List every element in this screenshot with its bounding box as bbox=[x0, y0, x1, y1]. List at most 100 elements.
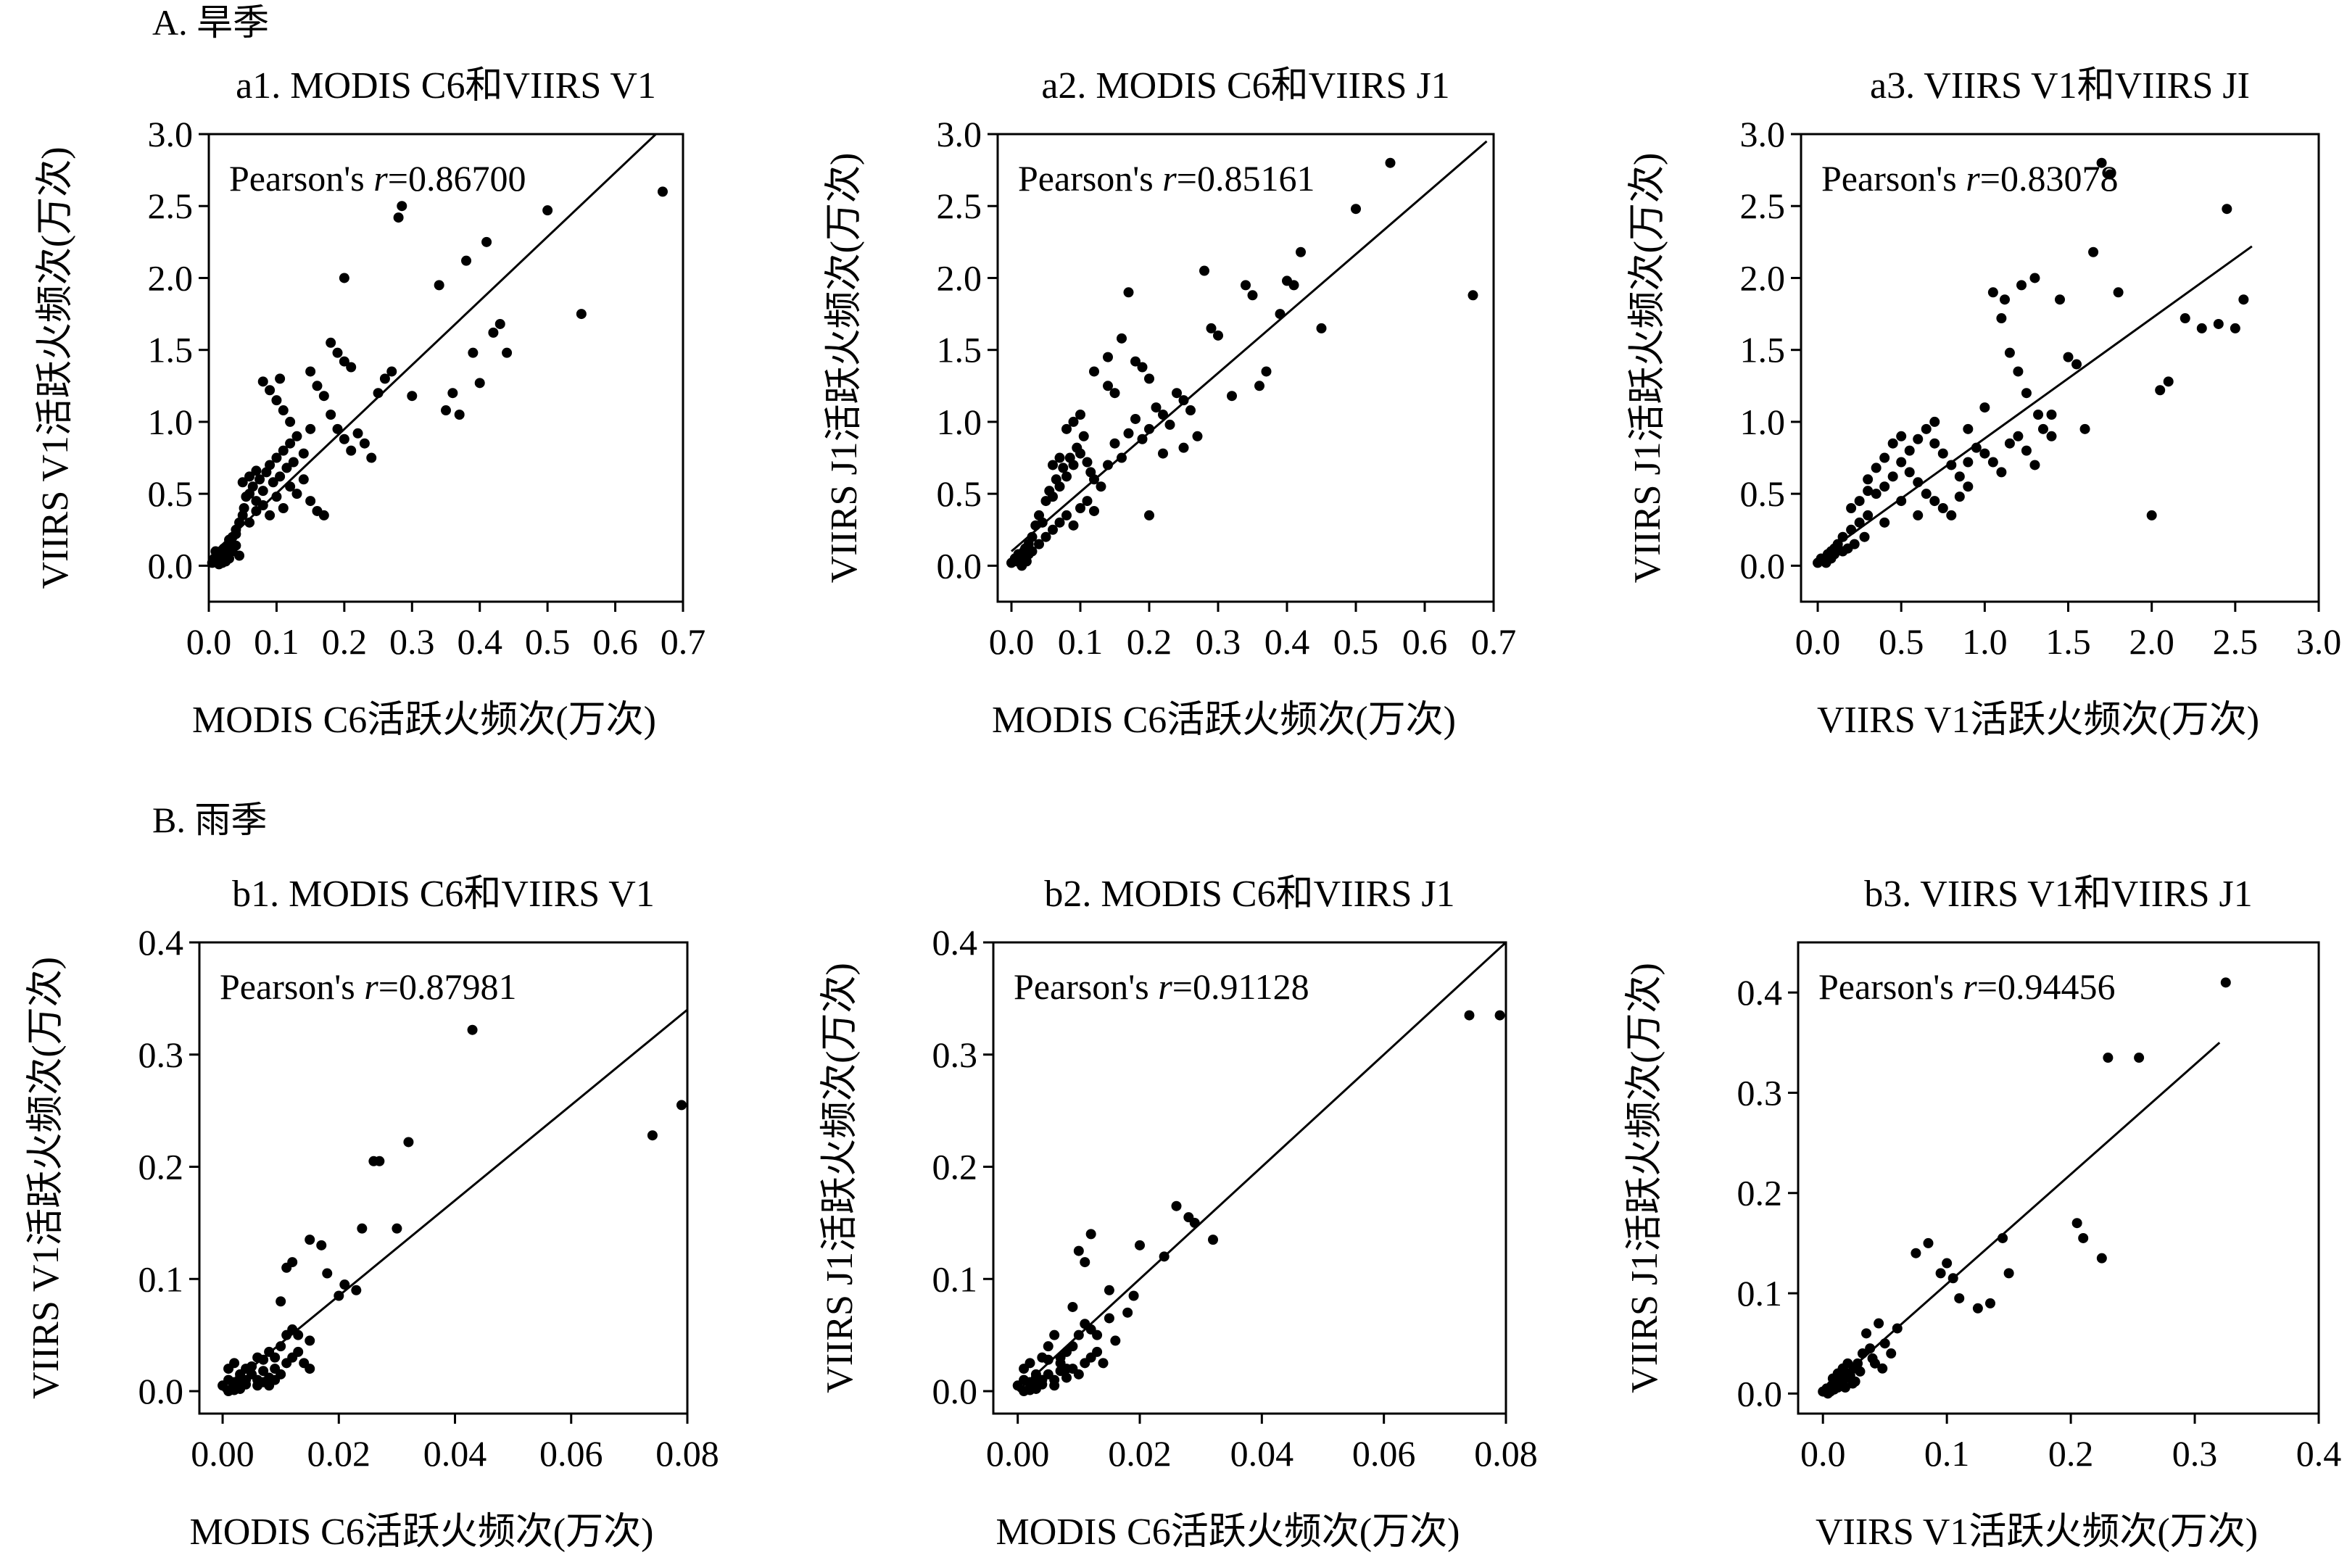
data-point-a1 bbox=[346, 445, 357, 456]
pearson-annotation-a1: Pearson's r=0.86700 bbox=[229, 158, 526, 199]
data-point-a1 bbox=[454, 410, 465, 420]
data-point-b2 bbox=[1061, 1364, 1072, 1374]
data-point-a1 bbox=[542, 205, 553, 216]
data-point-b3 bbox=[2003, 1268, 2014, 1279]
data-point-a1 bbox=[339, 356, 349, 367]
x-tick-label-a3: 0.0 bbox=[1795, 621, 1841, 662]
data-point-b1 bbox=[467, 1024, 478, 1035]
data-point-a1 bbox=[285, 481, 296, 492]
y-axis-label-b3: VIIRS J1活跃火频次(万次) bbox=[1624, 963, 1665, 1393]
data-point-a1 bbox=[231, 528, 241, 539]
data-point-a2 bbox=[1296, 246, 1306, 257]
pearson-value: =0.86700 bbox=[388, 158, 526, 199]
data-point-a1 bbox=[481, 236, 492, 247]
data-point-b3 bbox=[1886, 1348, 1897, 1359]
data-point-b3 bbox=[2103, 1053, 2114, 1063]
data-point-a2 bbox=[1385, 157, 1396, 168]
data-point-b1 bbox=[374, 1156, 385, 1166]
pearson-annotation-b1: Pearson's r=0.87981 bbox=[220, 966, 516, 1007]
data-point-b3 bbox=[2071, 1218, 2082, 1229]
data-point-a3 bbox=[2196, 323, 2207, 333]
data-point-a2 bbox=[1048, 491, 1058, 502]
x-axis-label-a1: MODIS C6活跃火频次(万次) bbox=[192, 700, 656, 741]
data-point-a3 bbox=[2155, 385, 2166, 396]
y-tick-label-a3: 2.0 bbox=[1740, 257, 1786, 298]
data-point-a1 bbox=[339, 273, 349, 283]
data-point-b3 bbox=[1947, 1273, 1958, 1284]
data-point-a1 bbox=[231, 540, 241, 551]
x-tick-label-a3: 2.5 bbox=[2213, 621, 2259, 662]
data-point-a1 bbox=[265, 385, 276, 396]
data-point-a3 bbox=[1832, 539, 1843, 549]
data-point-b2 bbox=[1061, 1372, 1072, 1383]
x-tick-label-a2: 0.1 bbox=[1058, 621, 1104, 662]
data-point-a2 bbox=[1061, 471, 1072, 482]
data-point-a2 bbox=[1082, 457, 1093, 468]
data-point-a3 bbox=[1963, 423, 1974, 434]
data-point-b3 bbox=[2220, 977, 2231, 988]
data-point-a3 bbox=[1879, 481, 1890, 492]
data-point-b2 bbox=[1208, 1235, 1218, 1245]
data-point-a3 bbox=[1846, 524, 1857, 535]
x-tick-label-a2: 0.7 bbox=[1471, 621, 1517, 662]
x-axis-label-b3: VIIRS V1活跃火频次(万次) bbox=[1816, 1511, 2258, 1553]
pearson-annotation-a2: Pearson's r=0.85161 bbox=[1018, 158, 1315, 199]
data-point-b1 bbox=[305, 1335, 315, 1346]
x-tick-label-b2: 0.04 bbox=[1230, 1433, 1294, 1474]
data-point-a1 bbox=[434, 280, 444, 291]
data-point-b1 bbox=[351, 1285, 362, 1295]
data-point-a1 bbox=[257, 376, 268, 387]
data-point-a1 bbox=[271, 452, 282, 463]
pearson-prefix: Pearson's bbox=[1818, 966, 1963, 1007]
data-point-a1 bbox=[393, 212, 404, 223]
data-point-a1 bbox=[332, 347, 343, 358]
plot-frame-b2 bbox=[992, 941, 1507, 1415]
x-tick-label-b2: 0.00 bbox=[986, 1433, 1050, 1474]
data-point-b3 bbox=[1972, 1303, 1983, 1314]
plot-frame-b3 bbox=[1797, 941, 2320, 1415]
data-point-a3 bbox=[1937, 448, 1948, 459]
data-point-a3 bbox=[1929, 496, 1940, 507]
data-point-a1 bbox=[305, 423, 316, 434]
x-tick-label-a1: 0.2 bbox=[322, 621, 368, 662]
data-point-a1 bbox=[265, 510, 276, 520]
data-point-a2 bbox=[1241, 280, 1251, 291]
data-point-b3 bbox=[1879, 1338, 1890, 1349]
data-point-a2 bbox=[1040, 531, 1051, 542]
data-point-a3 bbox=[2037, 423, 2048, 434]
data-point-a1 bbox=[298, 448, 309, 459]
pearson-annotation-a3: Pearson's r=0.83078 bbox=[1821, 158, 2118, 199]
data-point-a1 bbox=[257, 486, 268, 497]
data-point-a3 bbox=[1887, 438, 1898, 449]
data-point-a3 bbox=[1896, 431, 1907, 441]
data-point-b2 bbox=[1092, 1330, 1103, 1340]
data-point-b3 bbox=[1861, 1328, 1872, 1339]
pearson-prefix: Pearson's bbox=[1018, 158, 1162, 199]
pearson-r-symbol: r bbox=[1963, 966, 1977, 1007]
data-point-a1 bbox=[441, 405, 451, 416]
data-point-b2 bbox=[1104, 1285, 1114, 1295]
y-tick-label-b3: 0.1 bbox=[1737, 1273, 1783, 1314]
data-point-a3 bbox=[1979, 448, 1990, 459]
x-tick-label-b3: 0.1 bbox=[1924, 1433, 1970, 1474]
data-point-a3 bbox=[1946, 460, 1957, 470]
y-axis-label-a2: VIIRS J1活跃火频次(万次) bbox=[824, 153, 865, 584]
data-point-a2 bbox=[1247, 290, 1258, 301]
data-point-a2 bbox=[1103, 352, 1113, 362]
data-point-a3 bbox=[1921, 423, 1932, 434]
data-point-a3 bbox=[2004, 438, 2015, 449]
data-point-b3 bbox=[1911, 1248, 1921, 1258]
y-tick-label-a1: 3.0 bbox=[148, 114, 194, 154]
data-point-b3 bbox=[2134, 1053, 2145, 1063]
x-tick-label-b2: 0.02 bbox=[1108, 1433, 1172, 1474]
data-point-a2 bbox=[1048, 524, 1058, 535]
data-point-a1 bbox=[247, 481, 258, 492]
plot-frame-a1 bbox=[207, 133, 684, 603]
data-point-b2 bbox=[1171, 1200, 1182, 1211]
x-tick-label-a1: 0.1 bbox=[254, 621, 299, 662]
data-point-a2 bbox=[1109, 438, 1120, 449]
y-tick-label-a2: 2.5 bbox=[937, 186, 982, 226]
data-point-a1 bbox=[244, 471, 255, 482]
data-point-a1 bbox=[339, 434, 349, 444]
data-point-a2 bbox=[1068, 416, 1079, 427]
